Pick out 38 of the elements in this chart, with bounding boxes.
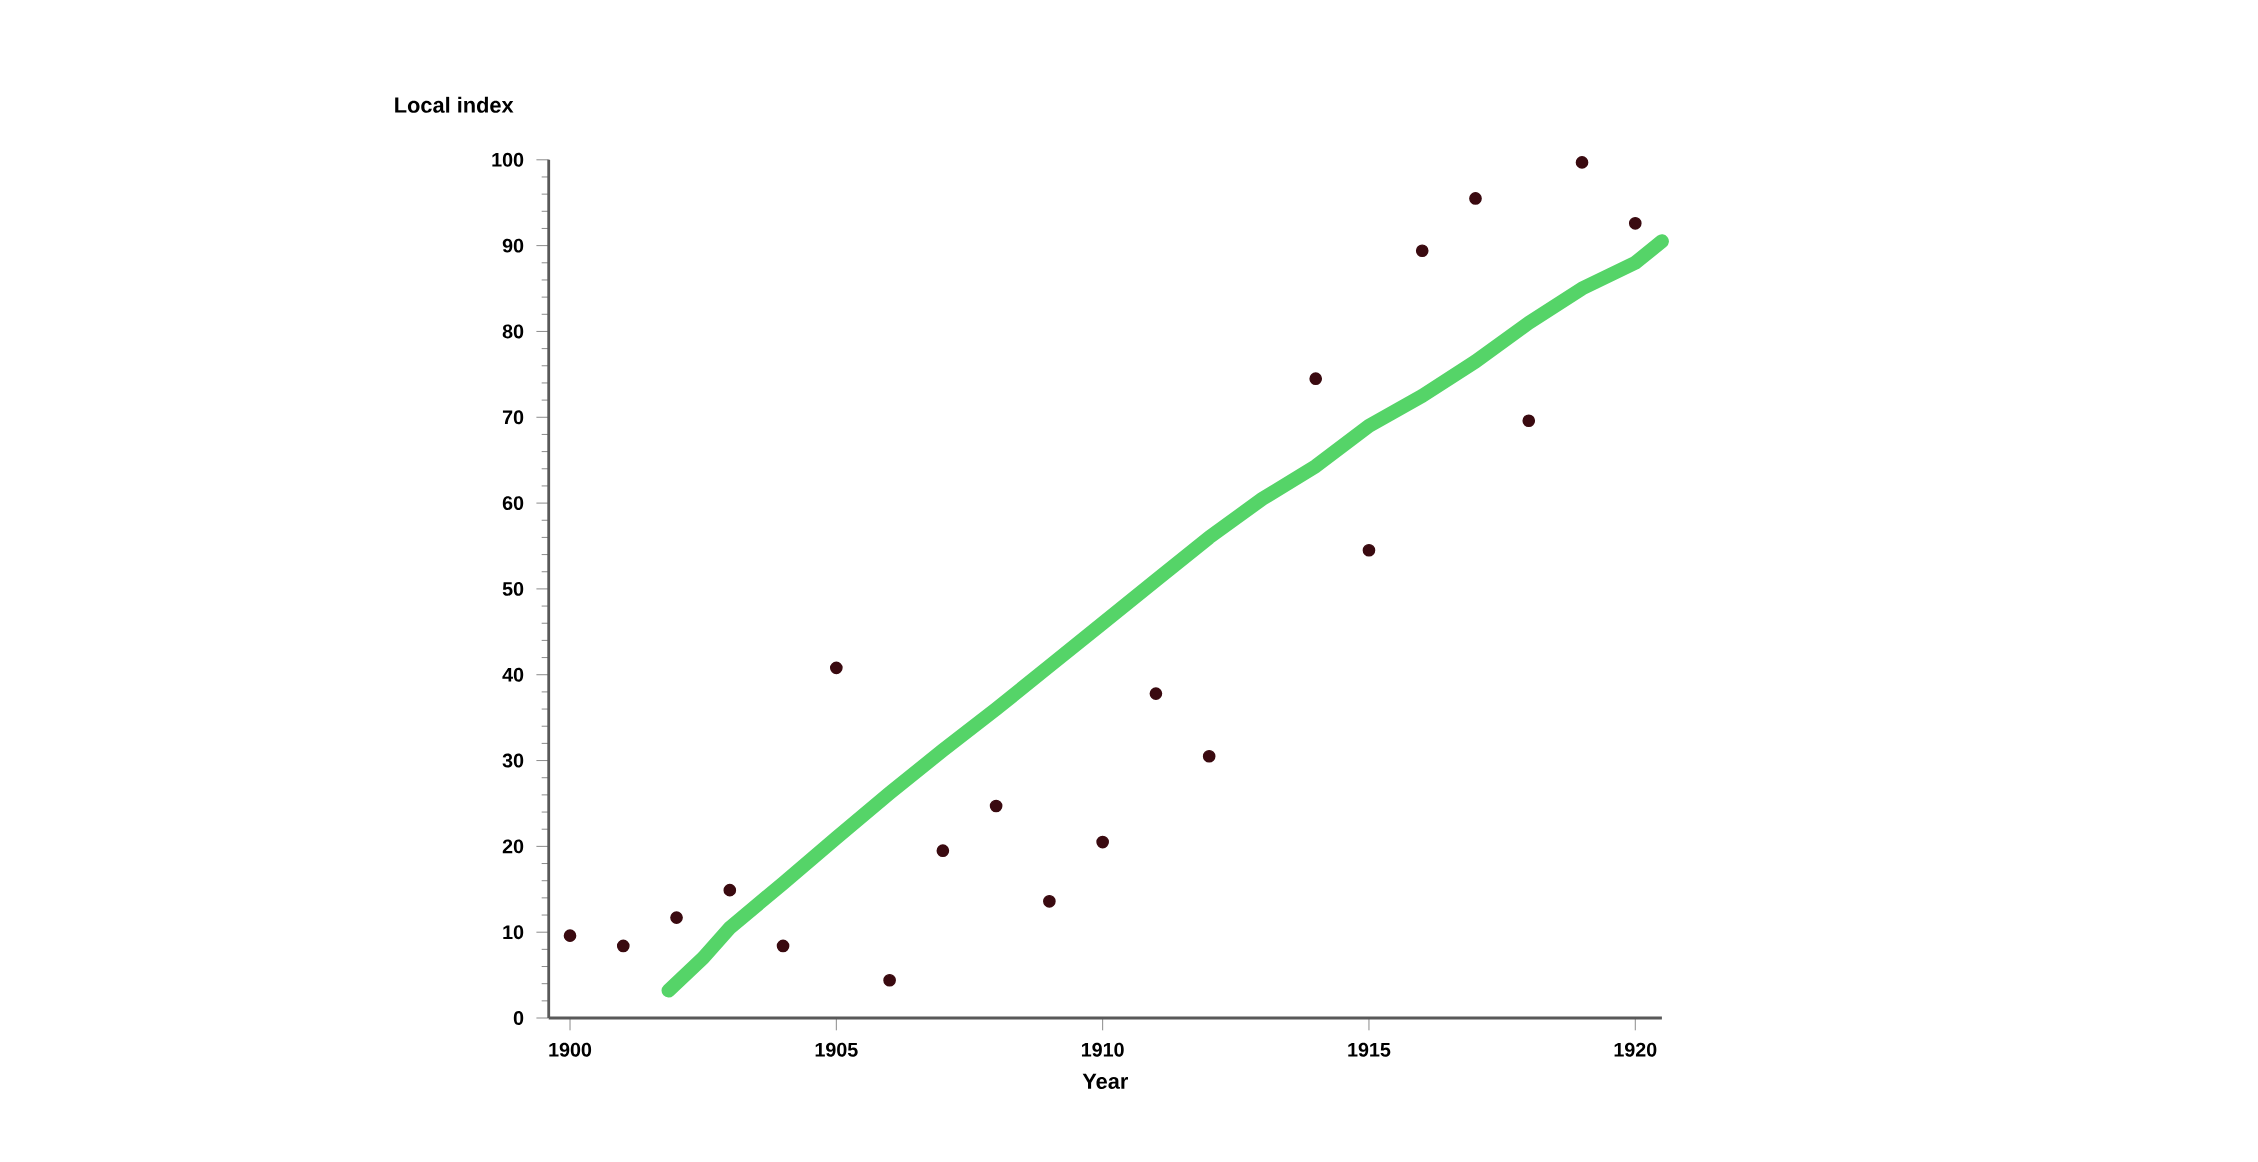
x-tick-label: 1910 xyxy=(1081,1042,1124,1057)
point xyxy=(936,844,950,857)
point xyxy=(1469,192,1482,205)
y-tick-label: 50 xyxy=(502,581,524,596)
y-tick-label: 90 xyxy=(502,238,524,253)
point xyxy=(883,973,896,987)
y-tick-label: 40 xyxy=(502,667,524,682)
point xyxy=(1575,156,1589,169)
y-tick-label: 0 xyxy=(513,1011,524,1025)
point xyxy=(776,939,790,953)
point xyxy=(1096,835,1109,849)
y-tick-label: 10 xyxy=(503,925,524,940)
x-tick-label: 1905 xyxy=(815,1042,858,1057)
y-tick-label: 80 xyxy=(502,324,524,339)
x-tick-label: 1915 xyxy=(1348,1042,1391,1057)
point xyxy=(829,661,843,675)
point xyxy=(1149,687,1163,700)
point xyxy=(723,883,737,897)
y-tick-label: 100 xyxy=(492,152,524,167)
point xyxy=(1522,414,1536,428)
point xyxy=(989,799,1003,813)
x-axis-title: Year xyxy=(1082,1073,1129,1089)
x-tick-label: 1900 xyxy=(549,1042,592,1057)
point xyxy=(1202,749,1216,763)
point xyxy=(1309,372,1323,385)
y-tick-label: 70 xyxy=(502,410,524,425)
point xyxy=(563,929,577,942)
y-axis-title: Local index xyxy=(395,96,514,113)
point xyxy=(1043,894,1056,908)
point xyxy=(670,911,683,924)
y-tick-label: 30 xyxy=(502,753,524,768)
point xyxy=(1415,244,1429,258)
point xyxy=(616,939,630,953)
x-tick-label: 1920 xyxy=(1614,1042,1657,1057)
y-tick-label: 60 xyxy=(502,496,524,511)
point xyxy=(1628,216,1642,230)
y-tick-label: 20 xyxy=(502,839,524,854)
point xyxy=(1362,543,1376,557)
